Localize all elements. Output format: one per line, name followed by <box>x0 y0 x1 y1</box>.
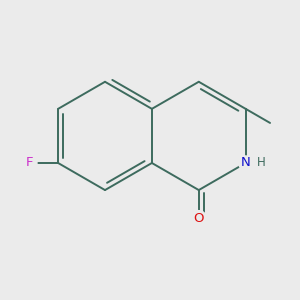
Text: N: N <box>241 157 250 169</box>
Circle shape <box>191 211 206 226</box>
Text: F: F <box>26 157 34 169</box>
Circle shape <box>23 156 37 170</box>
Text: H: H <box>256 157 265 169</box>
Circle shape <box>238 156 253 170</box>
Text: O: O <box>194 212 204 225</box>
